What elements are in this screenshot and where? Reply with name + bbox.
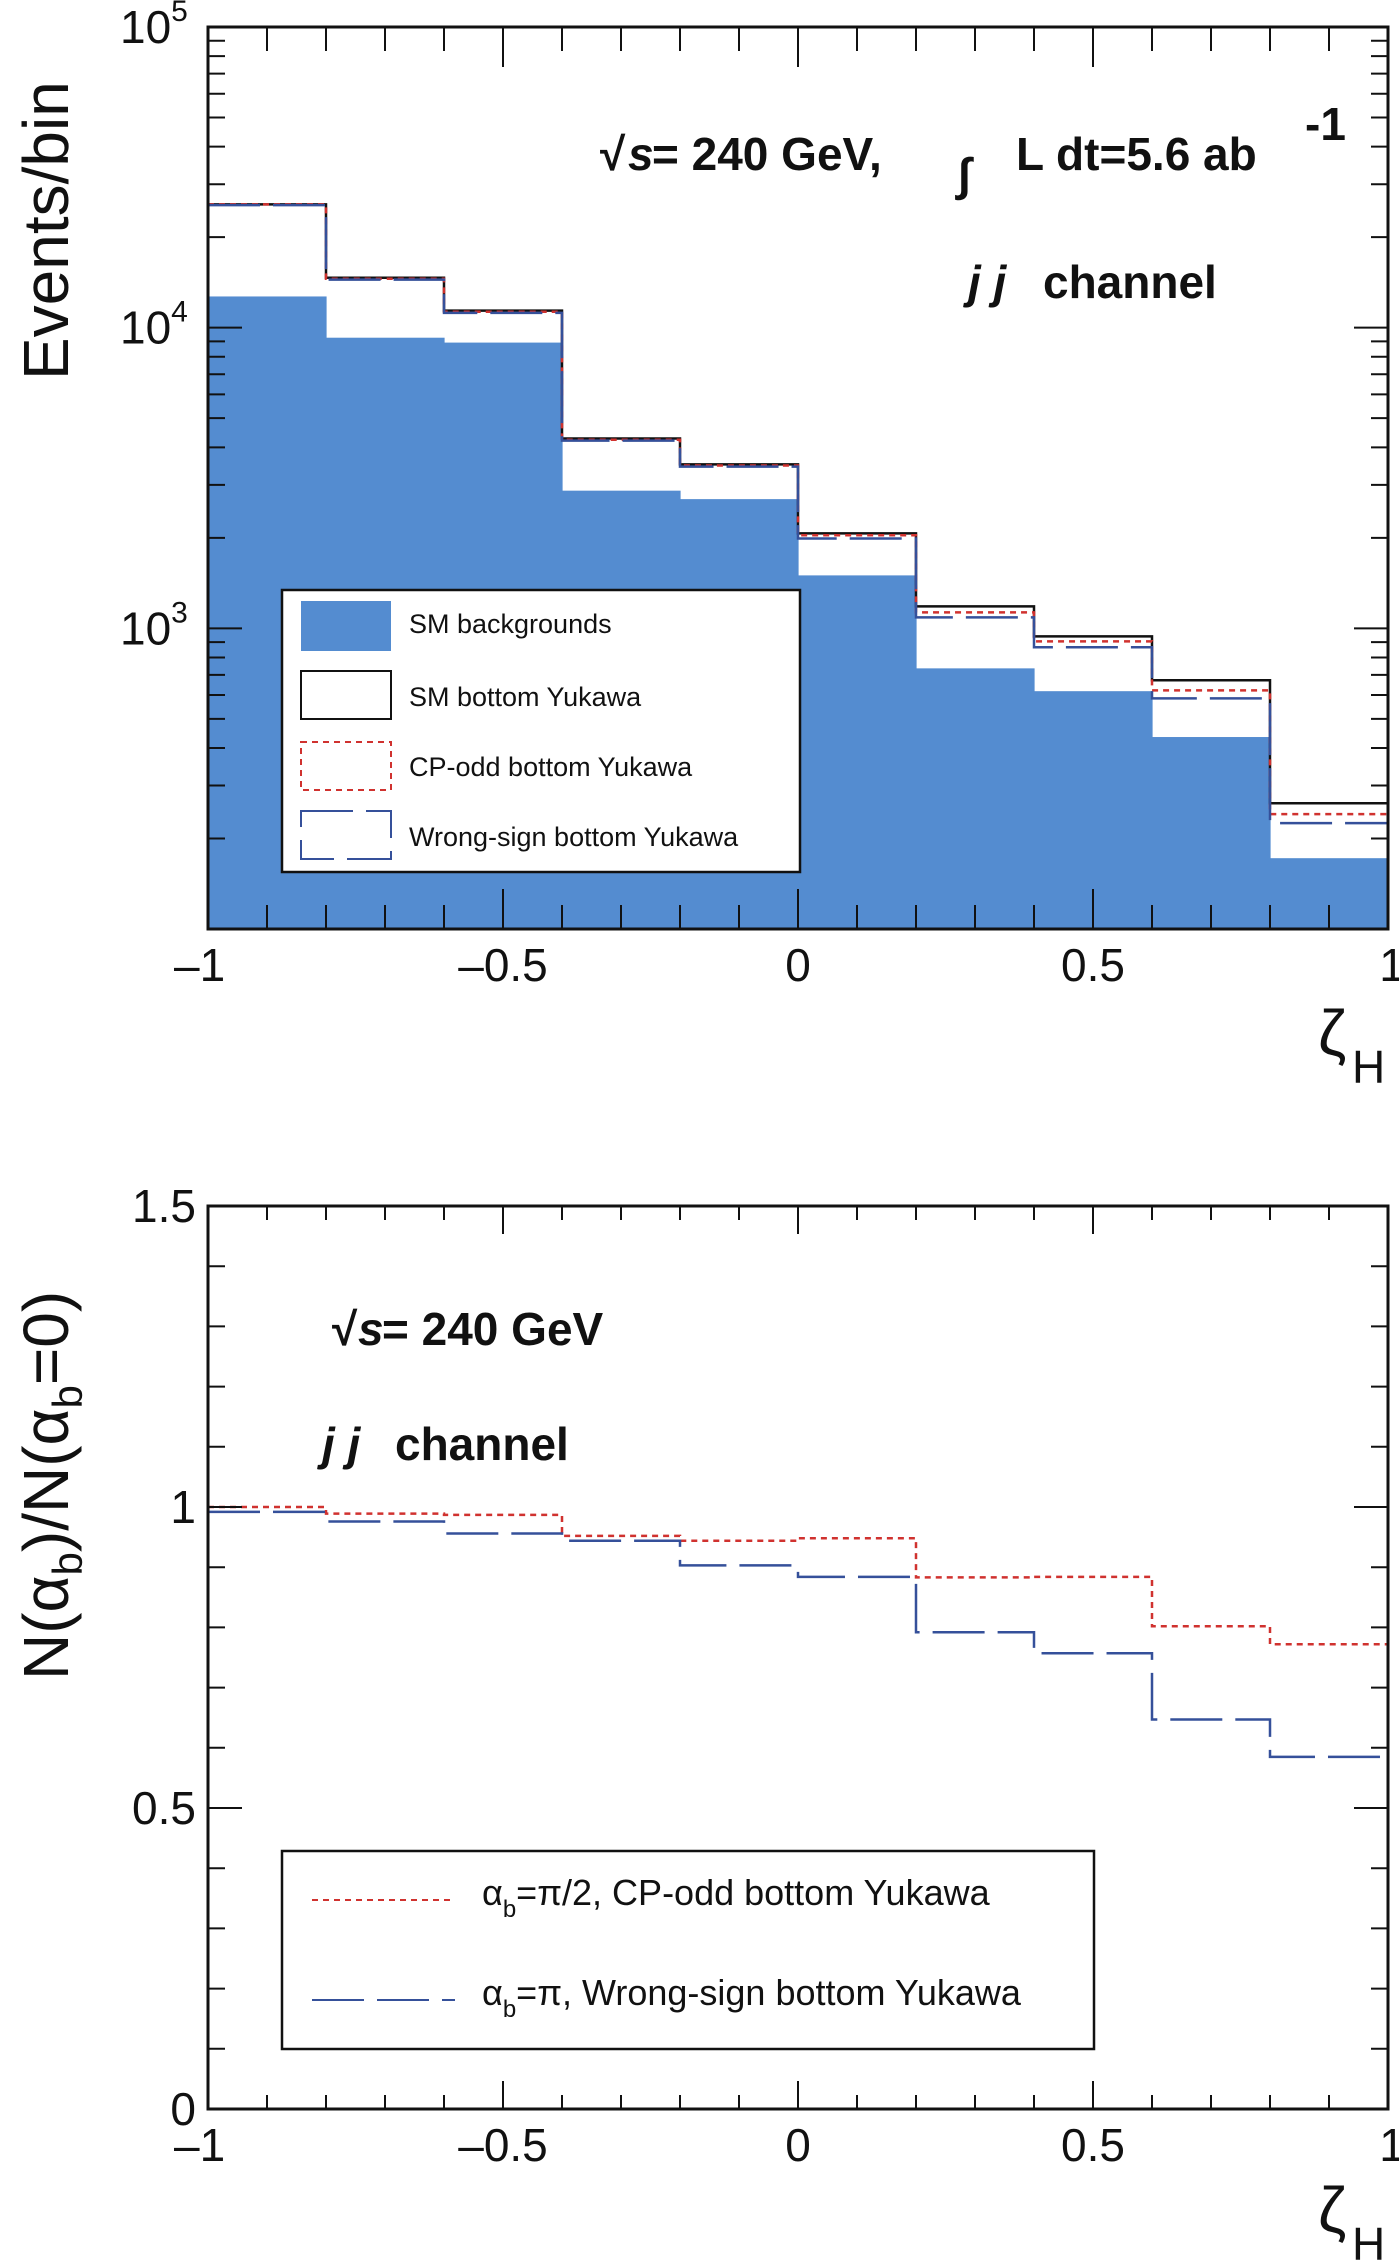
legend-rest-1: =π/2, CP-odd bottom Yukawa xyxy=(516,1872,990,1913)
bottom-legend-box xyxy=(280,1849,1096,2051)
legend-sub-1: b xyxy=(503,1896,516,1923)
x-tick-label-top: –0.5 xyxy=(458,939,548,991)
legend-label-cp-odd: CP-odd bottom Yukawa xyxy=(409,752,693,782)
ratio-line-wrong-sign xyxy=(208,1510,1388,1759)
x-tick-label-top: 1 xyxy=(1379,939,1399,991)
legend-swatch-sm-backgrounds xyxy=(301,601,391,651)
legend-alpha-2: α xyxy=(482,1972,503,2013)
annotation-s-bottom: s xyxy=(358,1303,384,1355)
x-axis-title-bottom-subscript: H xyxy=(1352,2218,1385,2264)
y-axis-title-bottom-text: N(αb)/N(αb=0) xyxy=(10,1291,91,1680)
annotation-channel-jj: j j xyxy=(963,256,1008,308)
x-axis-title-top-zeta: ζ xyxy=(1318,997,1346,1069)
y-tick-label-bottom: 0 xyxy=(170,2083,196,2135)
legend-label-sm-backgrounds: SM backgrounds xyxy=(409,609,612,639)
legend-swatch-wrong-sign xyxy=(300,810,392,860)
y-tick-label-top: 105 xyxy=(120,0,188,53)
series-line-wrong-sign-bottom-yukawa xyxy=(208,203,1388,825)
y-tick-exponent: 3 xyxy=(171,596,188,629)
y-tick-label-bottom: 1 xyxy=(170,1481,196,1533)
bottom-legend: αb=π/2, CP-odd bottom Yukawa αb=π, Wrong… xyxy=(280,1849,1096,2051)
y-tick-exponent: 5 xyxy=(171,0,188,28)
bottom-axes: –1 –0.5 0 0.5 1 0 0.5 1 1.5 xyxy=(132,1180,1399,2171)
x-axis-title-top-subscript: H xyxy=(1352,1041,1385,1093)
x-tick-label-bottom: 0 xyxy=(785,2119,811,2171)
y-title-part-2: )/N(α xyxy=(10,1408,82,1552)
ratio-lines-group xyxy=(208,1505,1388,1759)
x-tick-label-bottom: 1 xyxy=(1379,2119,1399,2171)
histogram-lines-group xyxy=(208,203,1388,825)
x-tick-label-top: 0.5 xyxy=(1061,939,1125,991)
annotation-energy-bottom: = 240 GeV xyxy=(382,1303,604,1355)
annotation-integral: ∫ xyxy=(954,148,974,201)
annotation-channel-word-bottom: channel xyxy=(395,1418,569,1470)
y-tick-base: 10 xyxy=(120,302,171,354)
y-tick-label-top: 104 xyxy=(120,296,188,354)
y-title-part-1: N(α xyxy=(10,1575,82,1680)
legend-swatch-sm-bottom-yukawa xyxy=(300,670,392,720)
y-tick-label-top: 103 xyxy=(120,596,188,654)
legend-label-cp-odd-ratio: αb=π/2, CP-odd bottom Yukawa xyxy=(482,1872,991,1923)
x-tick-label-top: 0 xyxy=(785,939,811,991)
legend-swatch-cp-odd xyxy=(300,741,392,791)
y-tick-base: 10 xyxy=(120,602,171,654)
y-tick-label-bottom: 0.5 xyxy=(132,1782,196,1834)
y-tick-exponent: 4 xyxy=(171,296,188,329)
annotation-s: s xyxy=(628,128,654,180)
sm-backgrounds-bar xyxy=(1152,737,1271,929)
y-title-part-3: =0) xyxy=(10,1291,82,1385)
annotation-channel-jj-bottom: j j xyxy=(317,1418,362,1470)
x-tick-label-bottom: –1 xyxy=(174,2119,225,2171)
legend-label-wrong-sign-ratio: αb=π, Wrong-sign bottom Yukawa xyxy=(482,1972,1022,2023)
sm-backgrounds-bar xyxy=(798,575,917,929)
ratio-line-cp-odd xyxy=(208,1505,1388,1646)
annotation-lumi-exponent: -1 xyxy=(1305,98,1346,150)
x-axis-title-bottom-zeta: ζ xyxy=(1318,2174,1346,2246)
legend-label-wrong-sign: Wrong-sign bottom Yukawa xyxy=(409,822,739,852)
x-tick-label-bottom: –0.5 xyxy=(458,2119,548,2171)
x-tick-label-bottom: 0.5 xyxy=(1061,2119,1125,2171)
bottom-panel-ratio: –1 –0.5 0 0.5 1 0 0.5 1 1.5 √ s = 240 GeV j j ch… xyxy=(10,1180,1399,2264)
y-title-sub-2: b xyxy=(44,1385,91,1408)
annotation-sqrt-symbol: √ xyxy=(600,128,626,180)
sm-backgrounds-bar xyxy=(916,668,1035,929)
y-axis-title-top: Events/bin xyxy=(10,81,82,380)
x-tick-label-top: –1 xyxy=(174,939,225,991)
y-axis-title-bottom: N(αb)/N(αb=0) xyxy=(10,1291,91,1680)
top-legend: SM backgrounds SM bottom Yukawa CP-odd b… xyxy=(280,588,802,874)
y-tick-base: 10 xyxy=(120,1,171,53)
y-tick-label-bottom: 1.5 xyxy=(132,1180,196,1232)
legend-rest-2: =π, Wrong-sign bottom Yukawa xyxy=(516,1972,1022,2013)
legend-alpha-1: α xyxy=(482,1872,503,1913)
annotation-energy: = 240 GeV, xyxy=(652,128,882,180)
legend-label-sm-bottom-yukawa: SM bottom Yukawa xyxy=(409,682,642,712)
y-title-sub-1: b xyxy=(44,1552,91,1575)
annotation-lumi: L dt=5.6 ab xyxy=(1016,128,1257,180)
legend-sub-2: b xyxy=(503,1996,516,2023)
annotation-channel-word: channel xyxy=(1043,256,1217,308)
annotation-sqrt-symbol-bottom: √ xyxy=(332,1303,358,1355)
